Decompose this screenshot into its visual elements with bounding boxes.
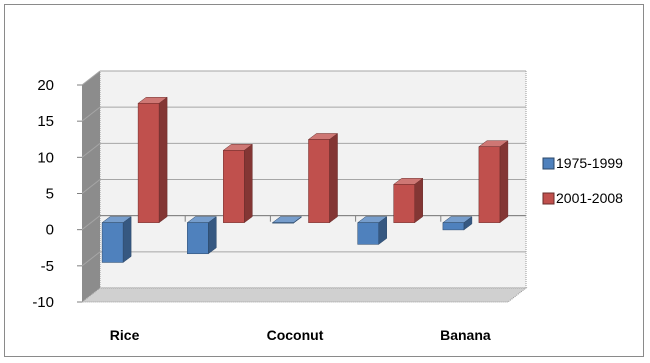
gridline-side (81, 70, 101, 86)
bar-side (158, 96, 168, 224)
bar-front (137, 103, 160, 223)
legend: 1975-1999 2001-2008 (542, 155, 623, 206)
x-tick-label: Banana (440, 327, 491, 343)
bar-front (357, 222, 379, 245)
gridline-side (81, 251, 101, 267)
bar-front (393, 184, 415, 223)
bar-front (223, 150, 245, 223)
gridline-side (81, 215, 101, 231)
bar-series2-4 (478, 140, 509, 224)
bar-side (414, 177, 423, 224)
bar-series2-3 (392, 177, 424, 224)
gridline-side (81, 142, 101, 158)
bar-series1-1 (186, 216, 218, 255)
y-axis-ticks: -10 -5 0 5 10 15 20 (32, 77, 82, 311)
legend-swatch (542, 192, 555, 205)
y-tick-label: 15 (37, 113, 54, 130)
bar-front (101, 222, 124, 263)
bar-front (478, 146, 501, 223)
floor (80, 287, 528, 303)
bar-series1-2 (271, 216, 303, 224)
y-tick-label: 10 (37, 149, 54, 166)
bar-side (329, 132, 338, 224)
legend-swatch (542, 157, 555, 170)
bar-series2-0 (137, 96, 168, 224)
x-tick-label: Rice (110, 327, 140, 343)
bar-series1-3 (356, 216, 388, 245)
bar-side (499, 140, 509, 224)
y-tick-label: -10 (32, 294, 54, 311)
gridline-side (81, 106, 101, 122)
bar-front (308, 139, 330, 223)
bar-series2-1 (222, 143, 254, 224)
bars (101, 96, 509, 263)
y-tick-label: -5 (41, 258, 54, 275)
bar-front (187, 222, 209, 255)
bar-series2-2 (307, 132, 339, 224)
x-axis-labels: Rice Coconut Banana (110, 327, 491, 343)
bar-front (272, 222, 294, 224)
bar-side (122, 216, 132, 263)
bar-side (208, 216, 217, 255)
y-tick-label: 5 (46, 186, 54, 203)
bar-side (244, 143, 253, 224)
bar-front (442, 222, 465, 231)
gridline-side (81, 179, 101, 194)
x-tick-label: Coconut (267, 327, 324, 343)
legend-label: 1975-1999 (556, 155, 623, 171)
y-tick-label: 0 (46, 222, 54, 239)
bar-series1-4 (442, 216, 473, 231)
bar-series1-0 (101, 216, 132, 263)
y-tick-label: 20 (37, 77, 54, 94)
legend-label: 2001-2008 (556, 190, 623, 206)
